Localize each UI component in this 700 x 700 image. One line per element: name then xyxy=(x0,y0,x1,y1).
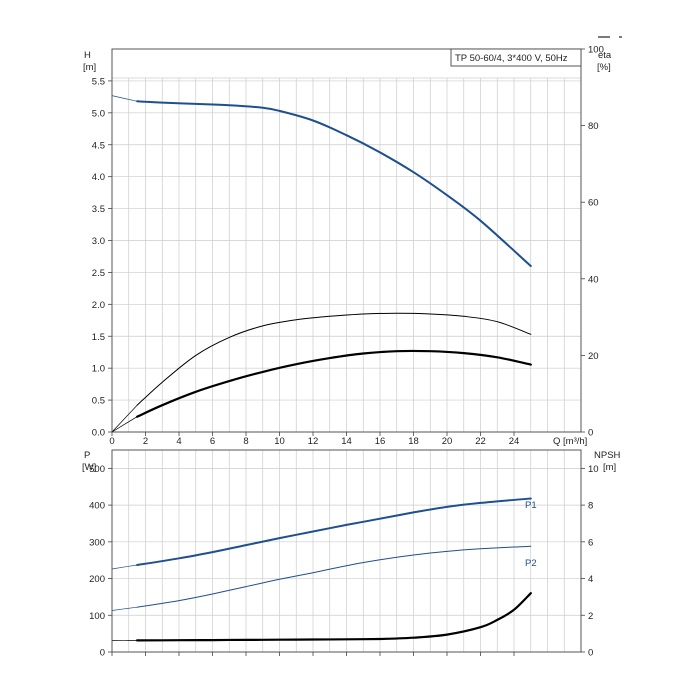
top-series-3-extension xyxy=(111,416,138,433)
flow-tick-label: 20 xyxy=(442,436,453,447)
top-right-tick-label: 100 xyxy=(588,45,604,56)
top-ticks: 0.00.51.01.52.02.53.03.54.04.55.05.50204… xyxy=(92,45,604,448)
top-left-tick-label: 2.5 xyxy=(92,268,105,279)
top-left-tick-label: 0.0 xyxy=(92,428,105,439)
bottom-right-tick-label: 6 xyxy=(588,537,593,548)
flow-tick-label: 2 xyxy=(143,436,148,447)
flow-axis-label: Q [m³/h] xyxy=(553,436,587,447)
bottom-series xyxy=(111,497,532,642)
flow-tick-label: 6 xyxy=(210,436,215,447)
bottom-series-2-extension xyxy=(111,606,138,611)
top-left-tick-label: 3.0 xyxy=(92,236,105,247)
p1-series-label: P1 xyxy=(525,500,537,511)
flow-tick-label: 14 xyxy=(341,436,352,447)
flow-tick-label: 10 xyxy=(274,436,285,447)
top-right-tick-label: 60 xyxy=(588,198,599,209)
top-right-tick-label: 80 xyxy=(588,121,599,132)
bottom-right-tick-label: 0 xyxy=(588,648,593,659)
bottom-right-tick-label: 8 xyxy=(588,501,593,512)
bottom-left-tick-label: 100 xyxy=(89,611,105,622)
top-series xyxy=(111,95,532,433)
npsh-axis-label: NPSH xyxy=(594,450,621,461)
top-series-3-curve xyxy=(136,349,532,418)
flow-tick-label: 8 xyxy=(243,436,248,447)
chart-title: TP 50-60/4, 3*400 V, 50Hz xyxy=(455,53,568,64)
top-series-2-extension xyxy=(111,404,138,433)
bottom-left-tick-label: 300 xyxy=(89,537,105,548)
bottom-right-tick-label: 2 xyxy=(588,611,593,622)
bottom-series-3-curve xyxy=(136,592,532,642)
bottom-left-tick-label: 500 xyxy=(89,464,105,475)
power-axis-label: P xyxy=(84,450,90,461)
eta-axis-label: eta xyxy=(598,50,612,61)
chart-title-box xyxy=(450,48,582,67)
top-right-tick-label: 20 xyxy=(588,351,599,362)
flow-tick-label: 18 xyxy=(408,436,419,447)
bottom-left-tick-label: 0 xyxy=(100,648,105,659)
flow-tick-label: 0 xyxy=(109,436,114,447)
top-left-tick-label: 2.0 xyxy=(92,300,105,311)
flow-tick-label: 16 xyxy=(375,436,386,447)
top-left-tick-label: 4.0 xyxy=(92,172,105,183)
top-right-tick-label: 40 xyxy=(588,274,599,285)
bottom-series-1-extension xyxy=(111,564,138,570)
top-left-tick-label: 5.5 xyxy=(92,76,105,87)
flow-tick-label: 24 xyxy=(509,436,520,447)
bottom-left-tick-label: 200 xyxy=(89,574,105,585)
head-axis-label: H xyxy=(84,50,91,61)
top-left-tick-label: 4.5 xyxy=(92,140,105,151)
head-axis-unit: [m] xyxy=(83,62,96,73)
flow-tick-label: 4 xyxy=(176,436,181,447)
top-series-1-curve xyxy=(136,100,532,267)
bottom-right-tick-label: 4 xyxy=(588,574,593,585)
top-left-tick-label: 5.0 xyxy=(92,108,105,119)
bottom-left-tick-label: 400 xyxy=(89,501,105,512)
p2-series-label: P2 xyxy=(525,558,537,569)
bottom-grid xyxy=(112,450,581,653)
p2-curve xyxy=(136,545,532,608)
top-grid xyxy=(112,77,581,433)
power-npsh-chart: 0 100 200 300 400 500 0 2 4 6 8 10 P [W] NPSH [m] P… xyxy=(82,449,621,659)
head-efficiency-chart: 0.00.51.01.52.02.53.03.54.04.55.05.50204… xyxy=(83,45,612,448)
bottom-ticks: 0 100 200 300 400 500 0 2 4 6 8 10 xyxy=(89,464,598,659)
top-left-tick-label: 3.5 xyxy=(92,204,105,215)
top-left-tick-label: 0.5 xyxy=(92,396,105,407)
bottom-right-tick-label: 10 xyxy=(588,464,599,475)
eta-axis-unit: [%] xyxy=(597,62,611,73)
top-series-2-curve xyxy=(136,312,532,406)
npsh-axis-unit: [m] xyxy=(603,462,616,473)
p1-curve xyxy=(136,497,532,566)
top-left-tick-label: 1.5 xyxy=(92,332,105,343)
flow-tick-label: 12 xyxy=(308,436,319,447)
flow-tick-label: 22 xyxy=(475,436,486,447)
top-series-1-extension xyxy=(111,95,138,102)
power-axis-unit: [W] xyxy=(82,462,96,473)
top-left-tick-label: 1.0 xyxy=(92,364,105,375)
top-right-tick-label: 0 xyxy=(588,428,593,439)
